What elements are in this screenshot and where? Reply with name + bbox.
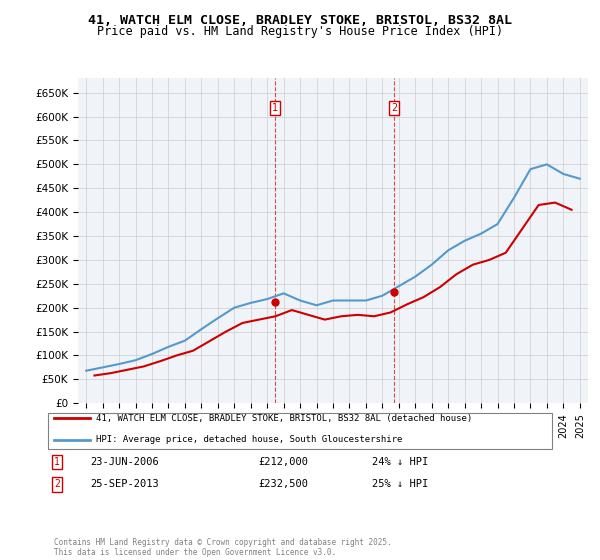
Text: HPI: Average price, detached house, South Gloucestershire: HPI: Average price, detached house, Sout… (96, 435, 403, 444)
Text: 23-JUN-2006: 23-JUN-2006 (90, 457, 159, 467)
Text: £232,500: £232,500 (258, 479, 308, 489)
Text: 25% ↓ HPI: 25% ↓ HPI (372, 479, 428, 489)
Text: 1: 1 (54, 457, 60, 467)
Text: HPI: Average price, detached house, South Gloucestershire: HPI: Average price, detached house, Sout… (96, 435, 403, 444)
Text: 41, WATCH ELM CLOSE, BRADLEY STOKE, BRISTOL, BS32 8AL: 41, WATCH ELM CLOSE, BRADLEY STOKE, BRIS… (88, 14, 512, 27)
Text: 2: 2 (391, 102, 397, 113)
Text: 1: 1 (272, 102, 278, 113)
Text: 2: 2 (54, 479, 60, 489)
Text: Price paid vs. HM Land Registry's House Price Index (HPI): Price paid vs. HM Land Registry's House … (97, 25, 503, 38)
Text: 41, WATCH ELM CLOSE, BRADLEY STOKE, BRISTOL, BS32 8AL (detached house): 41, WATCH ELM CLOSE, BRADLEY STOKE, BRIS… (96, 414, 472, 423)
Text: 25-SEP-2013: 25-SEP-2013 (90, 479, 159, 489)
Text: £212,000: £212,000 (258, 457, 308, 467)
Text: 24% ↓ HPI: 24% ↓ HPI (372, 457, 428, 467)
Text: 41, WATCH ELM CLOSE, BRADLEY STOKE, BRISTOL, BS32 8AL (detached house): 41, WATCH ELM CLOSE, BRADLEY STOKE, BRIS… (96, 414, 472, 423)
Text: Contains HM Land Registry data © Crown copyright and database right 2025.
This d: Contains HM Land Registry data © Crown c… (54, 538, 392, 557)
